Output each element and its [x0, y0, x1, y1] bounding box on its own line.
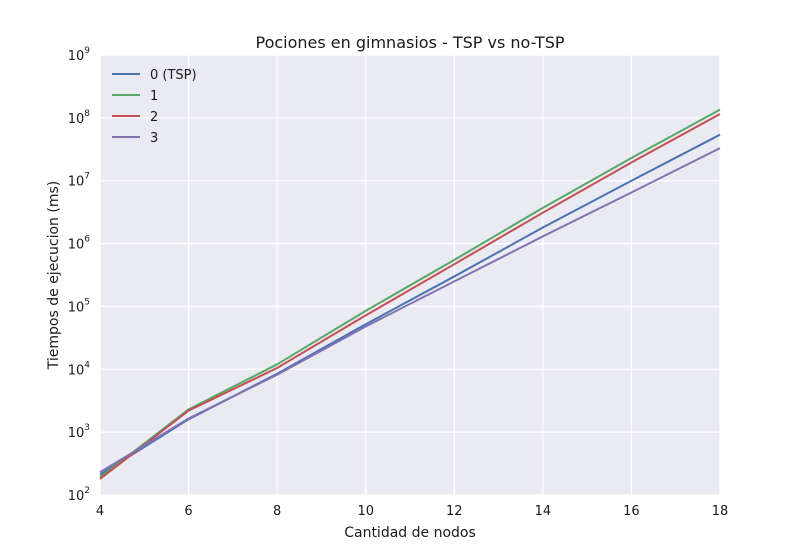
- legend-label: 1: [150, 89, 158, 104]
- legend-label: 0 (TSP): [150, 68, 197, 83]
- x-tick-label: 4: [96, 504, 104, 519]
- y-tick-exponent: 9: [84, 46, 90, 56]
- y-tick-label: 103: [68, 423, 90, 441]
- series-line-3: [99, 147, 721, 474]
- y-tick-label: 107: [68, 172, 90, 190]
- series-line-1: [99, 108, 721, 479]
- x-tick-label: 12: [446, 504, 463, 519]
- y-tick-label: 106: [68, 235, 91, 253]
- plot-area: [100, 55, 720, 495]
- y-tick-exponent: 5: [84, 297, 90, 307]
- x-tick-label: 18: [712, 504, 729, 519]
- chart-title: Pociones en gimnasios - TSP vs no-TSP: [255, 33, 564, 52]
- legend-label: 3: [150, 131, 158, 146]
- x-tick-label: 10: [357, 504, 374, 519]
- y-tick-label: 104: [68, 360, 91, 378]
- x-tick-label: 6: [184, 504, 192, 519]
- x-tick-label: 16: [623, 504, 640, 519]
- y-tick-exponent: 2: [84, 486, 90, 496]
- y-tick-exponent: 7: [84, 172, 90, 182]
- y-tick-base: 10: [68, 300, 85, 315]
- grid: [99, 54, 721, 496]
- legend: 0 (TSP) 1 2 3: [112, 68, 197, 146]
- y-tick-base: 10: [68, 238, 85, 253]
- x-tick-label: 14: [535, 504, 552, 519]
- y-tick-base: 10: [68, 49, 85, 64]
- y-tick-exponent: 4: [84, 360, 90, 370]
- y-tick-label: 109: [68, 46, 91, 64]
- y-tick-base: 10: [68, 489, 85, 504]
- series-lines: [99, 108, 721, 480]
- y-tick-base: 10: [68, 363, 85, 378]
- series-line-2: [99, 113, 721, 480]
- x-tick-label: 8: [273, 504, 281, 519]
- y-tick-label: 108: [68, 109, 91, 127]
- y-tick-exponent: 8: [84, 109, 90, 119]
- y-axis-label: Tiempos de ejecucion (ms): [46, 181, 62, 370]
- y-tick-exponent: 6: [84, 235, 90, 245]
- y-tick-base: 10: [68, 112, 85, 127]
- y-tick-label: 105: [68, 297, 90, 315]
- y-tick-base: 10: [68, 175, 85, 190]
- x-axis-label: Cantidad de nodos: [344, 525, 476, 541]
- y-tick-base: 10: [68, 426, 85, 441]
- x-tick-labels: 4 6 8 10 12 14 16 18: [96, 504, 728, 519]
- legend-label: 2: [150, 110, 158, 125]
- y-tick-label: 102: [68, 486, 90, 504]
- y-tick-exponent: 3: [84, 423, 90, 433]
